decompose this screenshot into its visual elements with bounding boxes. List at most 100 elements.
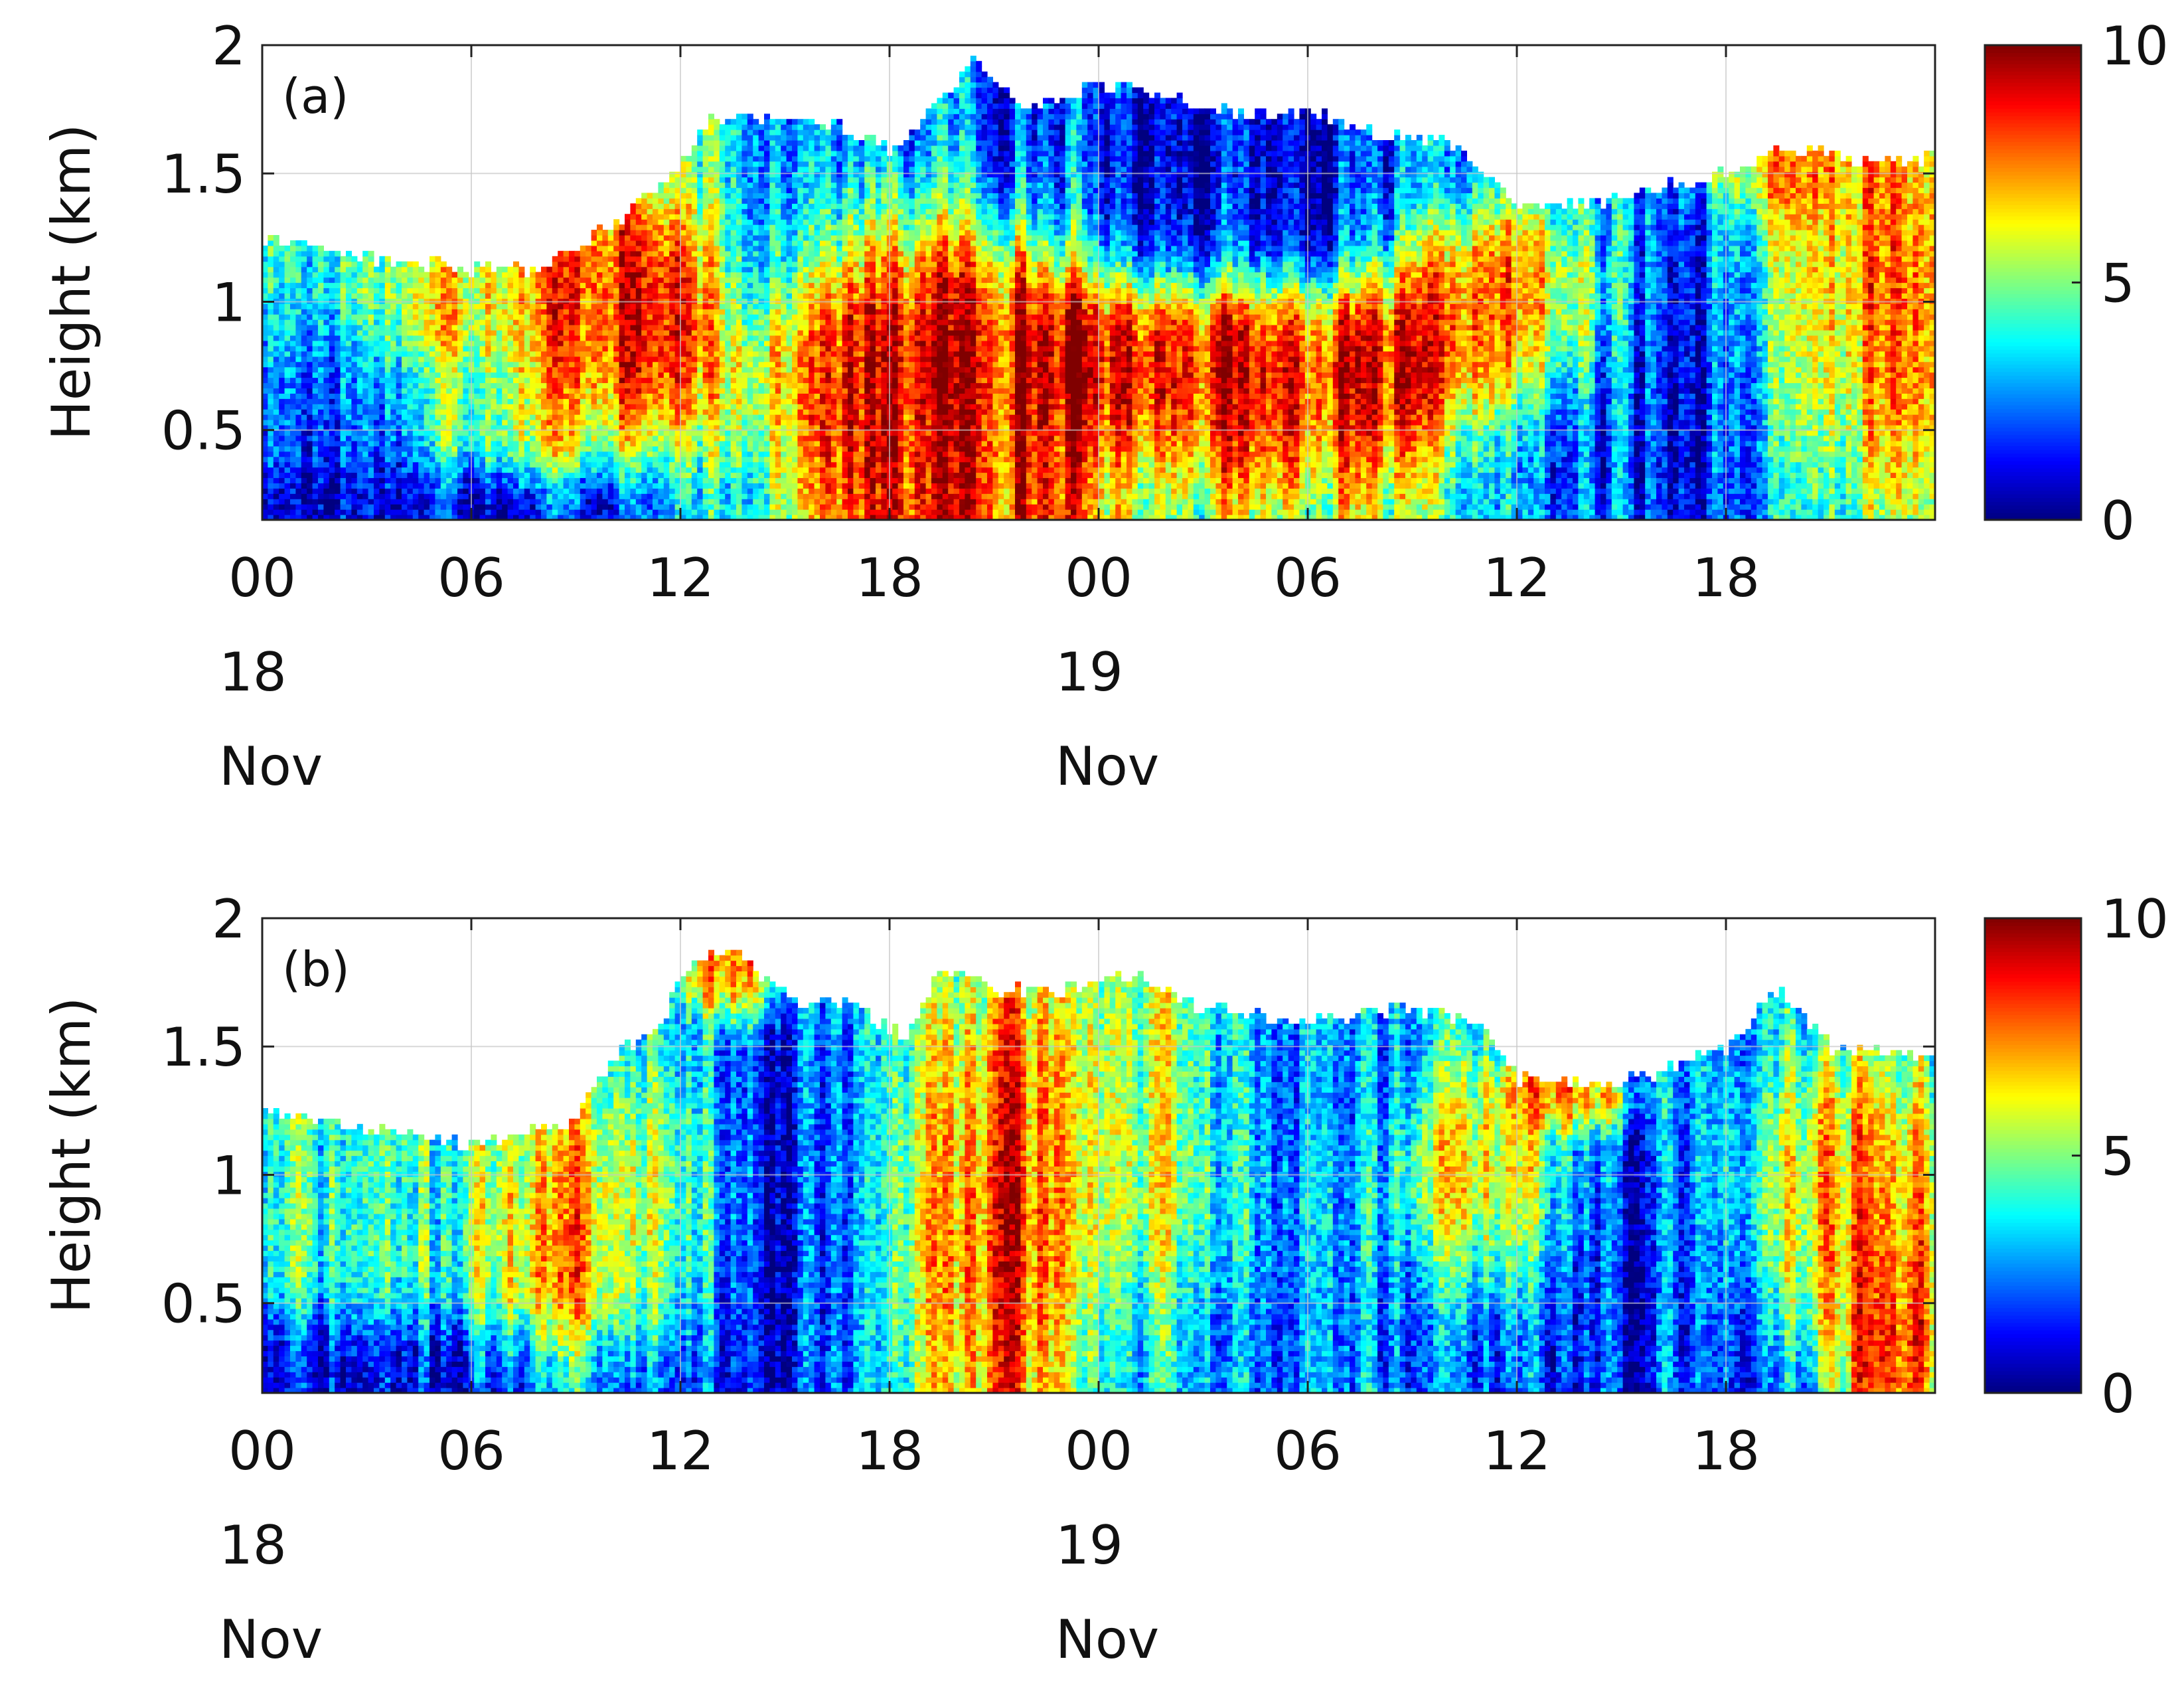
heatmap-cell [379, 388, 385, 394]
heatmap-cell [290, 382, 296, 388]
heatmap-cell [279, 420, 285, 426]
heatmap-cell [329, 499, 335, 505]
heatmap-cell [318, 493, 324, 499]
heatmap-cell [335, 272, 341, 278]
heatmap-cell [329, 483, 335, 489]
heatmap-cell [351, 367, 357, 373]
heatmap-cell [368, 325, 374, 331]
heatmap-cell [346, 451, 352, 457]
heatmap-cell [346, 309, 352, 315]
heatmap-cell [379, 372, 385, 378]
heatmap-cell [313, 278, 319, 283]
heatmap-cell [329, 509, 335, 515]
heatmap-cell [285, 346, 291, 352]
heatmap-cell [273, 278, 279, 283]
heatmap-cell [301, 335, 307, 341]
heatmap-cell [285, 278, 291, 283]
heatmap-cell [357, 493, 363, 499]
heatmap-cell [301, 283, 307, 289]
heatmap-cell [335, 467, 341, 473]
heatmap-cell [362, 351, 368, 357]
heatmap-cell [329, 457, 335, 463]
heatmap-cell [335, 309, 341, 315]
heatmap-cell [346, 477, 352, 483]
heatmap-cell [301, 362, 307, 368]
heatmap-cell [318, 483, 324, 489]
heatmap-cell [285, 473, 291, 479]
heatmap-cell [341, 256, 347, 262]
heatmap-cell [335, 378, 341, 384]
heatmap-cell [295, 398, 301, 404]
heatmap-cell [313, 303, 319, 309]
heatmap-cell [307, 335, 313, 341]
heatmap-cell [390, 441, 396, 447]
heatmap-cell [295, 256, 301, 262]
heatmap-cell [351, 430, 357, 436]
heatmap-cell [357, 341, 363, 347]
heatmap-cell [301, 462, 307, 468]
heatmap-cell [379, 504, 385, 510]
heatmap-cell [368, 303, 374, 309]
heatmap-cell [346, 251, 352, 257]
heatmap-cell [313, 335, 319, 341]
heatmap-cell [268, 467, 273, 473]
heatmap-cell [374, 451, 380, 457]
heatmap-cell [351, 488, 357, 494]
heatmap-cell [362, 283, 368, 289]
heatmap-cell [268, 325, 273, 331]
heatmap-cell [313, 499, 319, 505]
heatmap-cell [290, 451, 296, 457]
heatmap-cell [385, 436, 391, 442]
heatmap-cell [307, 509, 313, 515]
heatmap-cell [390, 420, 396, 426]
heatmap-cell [318, 446, 324, 452]
heatmap-cell [268, 278, 273, 283]
heatmap-cell [385, 420, 391, 426]
heatmap-cell [390, 393, 396, 399]
heatmap-cell [273, 272, 279, 278]
heatmap-cell [301, 414, 307, 420]
heatmap-cell [285, 393, 291, 399]
heatmap-cell [295, 488, 301, 494]
heatmap-cell [368, 256, 374, 262]
heatmap-cell [301, 251, 307, 257]
heatmap-cell [301, 436, 307, 442]
heatmap-cell [290, 314, 296, 320]
heatmap-cell [329, 430, 335, 436]
heatmap-cell [362, 477, 368, 483]
heatmap-cell [307, 341, 313, 347]
heatmap-cell [357, 467, 363, 473]
heatmap-cell [341, 477, 347, 483]
heatmap-cell [290, 325, 296, 331]
heatmap-cell [346, 504, 352, 510]
heatmap-cell [362, 430, 368, 436]
heatmap-cell [379, 409, 385, 415]
heatmap-cell [357, 457, 363, 463]
heatmap-cell [379, 404, 385, 410]
heatmap-cell [323, 319, 329, 325]
heatmap-cell [335, 341, 341, 347]
heatmap-cell [323, 473, 329, 479]
heatmap-cell [379, 362, 385, 368]
heatmap-cell [357, 404, 363, 410]
heatmap-cell [295, 330, 301, 336]
heatmap-cell [379, 451, 385, 457]
heatmap-cell [318, 488, 324, 494]
heatmap-cell [341, 446, 347, 452]
heatmap-cell [385, 488, 391, 494]
heatmap-cell [362, 493, 368, 499]
heatmap-cell [351, 362, 357, 368]
heatmap-cell [301, 372, 307, 378]
heatmap-cell [374, 504, 380, 510]
heatmap-cell [390, 467, 396, 473]
heatmap-cell [351, 477, 357, 483]
heatmap-cell [273, 483, 279, 489]
heatmap-cell [379, 287, 385, 293]
heatmap-cell [341, 357, 347, 363]
heatmap-cell [385, 346, 391, 352]
heatmap-cell [368, 446, 374, 452]
heatmap-cell [313, 341, 319, 347]
heatmap-cell [341, 262, 347, 268]
heatmap-cell [295, 493, 301, 499]
heatmap-cell [385, 319, 391, 325]
